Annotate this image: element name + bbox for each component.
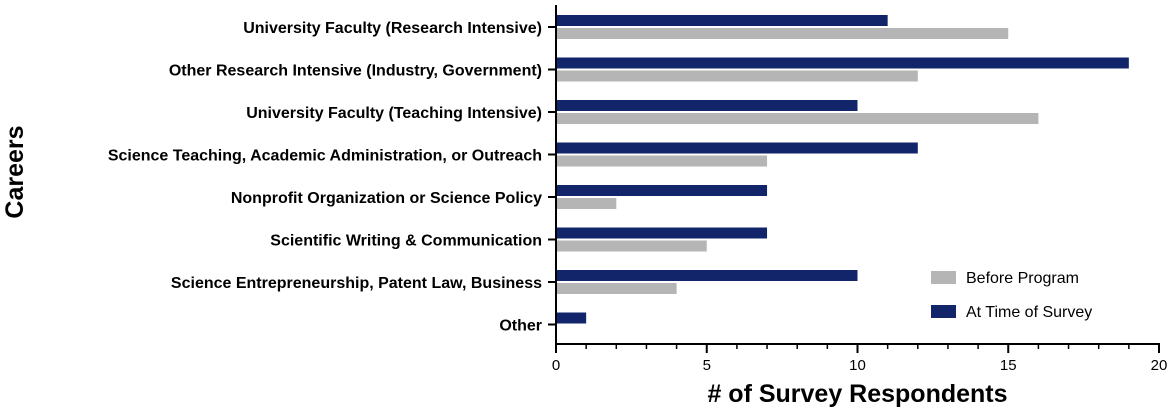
category-labels: University Faculty (Research Intensive) O…: [108, 20, 556, 335]
legend-label: At Time of Survey: [966, 304, 1092, 321]
bar-before-program: [556, 283, 677, 294]
bar-before-program: [556, 113, 1039, 124]
category-label: University Faculty (Research Intensive): [243, 20, 542, 37]
bar-before-program: [556, 28, 1009, 39]
bar-at-time-of-survey: [556, 100, 858, 111]
x-tick-label: 0: [552, 357, 560, 374]
bar-at-time-of-survey: [556, 57, 1129, 69]
bar-before-program: [556, 70, 918, 82]
bar-at-time-of-survey: [556, 15, 888, 26]
x-tick-label: 5: [703, 357, 711, 374]
bar-at-time-of-survey: [556, 142, 918, 154]
category-label: Other: [499, 318, 542, 335]
bar-before-program: [556, 155, 768, 167]
bar-at-time-of-survey: [556, 185, 768, 196]
x-tick-label: 20: [1151, 357, 1168, 374]
bar-at-time-of-survey: [556, 227, 768, 239]
x-axis-title: # of Survey Respondents: [707, 380, 1007, 408]
legend-swatch: [931, 305, 956, 318]
x-tick-label: 10: [849, 357, 866, 374]
category-label: Science Teaching, Academic Administratio…: [108, 148, 542, 165]
legend-label: Before Program: [966, 270, 1079, 287]
bar-at-time-of-survey: [556, 270, 858, 281]
category-label: Science Entrepreneurship, Patent Law, Bu…: [171, 275, 542, 292]
bar-at-time-of-survey: [556, 312, 587, 324]
category-label: Scientific Writing & Communication: [270, 233, 542, 250]
bars-group: [556, 15, 1129, 324]
x-axis-ticks: 0 5 10 15 20: [552, 344, 1168, 374]
category-label: Nonprofit Organization or Science Policy: [231, 190, 542, 207]
bar-before-program: [556, 198, 617, 209]
legend-swatch: [931, 271, 956, 284]
bar-before-program: [556, 240, 707, 252]
x-tick-label: 15: [1000, 357, 1017, 374]
category-label: University Faculty (Teaching Intensive): [246, 105, 542, 122]
category-label: Other Research Intensive (Industry, Gove…: [169, 63, 542, 80]
legend: Before Program At Time of Survey: [931, 270, 1092, 321]
y-axis-title: Careers: [1, 125, 29, 218]
